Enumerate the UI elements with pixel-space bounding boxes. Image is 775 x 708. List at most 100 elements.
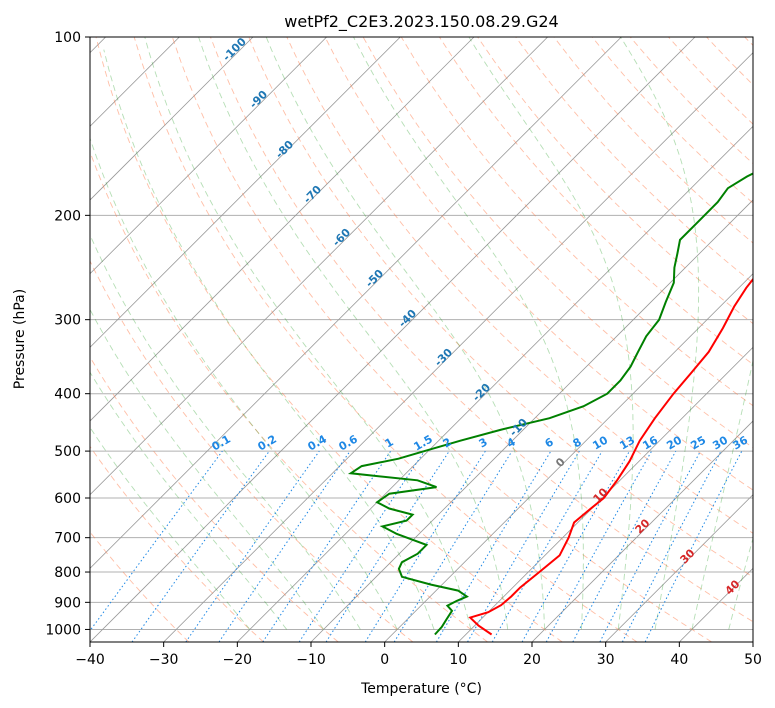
mixing-ratio-label: 8: [571, 435, 584, 450]
y-tick-label: 700: [54, 531, 81, 547]
background-lines: [90, 37, 753, 642]
moist-adiabat-label: 40: [723, 577, 743, 597]
isotherm-line: [90, 37, 401, 348]
dry-adiabat-label: -80: [273, 138, 296, 161]
dry-adiabat-line: [210, 37, 753, 623]
dry-adiabat-label: -20: [470, 381, 493, 404]
x-tick-label: 20: [523, 652, 541, 668]
dewpoint-profile: [347, 172, 753, 636]
dry-adiabat-line: [90, 445, 264, 642]
mixing-ratio-label: 0.2: [256, 432, 279, 453]
x-tick-label: −20: [223, 652, 253, 668]
mixing-ratio-line: [262, 450, 392, 642]
mixing-ratio-line: [644, 450, 743, 642]
mixing-ratio-line: [131, 450, 270, 642]
y-axis: 1000 900 800 700 600 500 400 300 200 100: [45, 30, 90, 638]
mixing-ratio-line: [298, 450, 425, 642]
mixing-ratio-line: [599, 450, 701, 642]
y-tick-label: 500: [54, 444, 81, 460]
isotherm-line: [752, 641, 753, 642]
moist-adiabat-line: [620, 37, 700, 630]
mixing-ratio-label: 0.6: [337, 432, 361, 453]
mixing-ratio-label: 20: [664, 433, 684, 452]
dry-adiabat-line: [90, 356, 339, 642]
x-tick-label: 40: [670, 652, 688, 668]
moist-adiabat-line: [103, 49, 435, 630]
moist-adiabat-line: [90, 371, 288, 630]
isotherm-line: [90, 37, 696, 642]
mixing-ratio-line: [90, 450, 223, 632]
moist-adiabat-line: [468, 37, 634, 630]
moist-adiabat-line: [90, 136, 398, 630]
mixing-ratio-label: 3: [477, 435, 490, 450]
dry-adiabat-line: [90, 531, 190, 642]
moist-adiabat-line: [90, 426, 251, 630]
x-tick-label: 30: [597, 652, 615, 668]
y-tick-label: 200: [54, 208, 81, 224]
dry-adiabat-line: [248, 37, 753, 578]
mixing-ratio-line: [325, 450, 450, 642]
mixing-ratio-label: 25: [688, 434, 708, 453]
isotherm-line: [90, 37, 548, 496]
isotherm-line: [531, 420, 753, 642]
mixing-ratio-line: [218, 450, 351, 642]
dry-adiabat-line: [286, 37, 753, 534]
plot-frame: [89, 36, 754, 643]
x-axis-label: Temperature (°C): [360, 681, 482, 697]
mixing-ratio-line: [393, 450, 513, 642]
moist-adiabat-line: [90, 308, 324, 630]
dry-adiabat-label: -40: [396, 307, 419, 330]
isotherm-line: [237, 125, 753, 642]
dry-adiabat-line: [95, 37, 563, 642]
x-axis: −40 −30 −20 −10 0 10 20 30 40 50: [75, 642, 762, 668]
temperature-profile: [468, 277, 753, 636]
moist-adiabat-line: [728, 536, 753, 630]
dry-adiabat-label: -60: [330, 226, 353, 249]
moist-adiabat-line: [353, 37, 584, 630]
y-tick-label: 400: [54, 387, 81, 403]
dry-adiabat-label: -50: [363, 267, 386, 290]
isotherm-line: [90, 37, 254, 201]
moist-adiabat-line: [90, 234, 361, 630]
mixing-ratio-line: [521, 450, 630, 642]
moist-adiabat-label: 0: [553, 455, 568, 470]
x-tick-label: 10: [449, 652, 467, 668]
dry-adiabat-line: [324, 37, 753, 491]
isotherm-line: [679, 567, 753, 642]
x-tick-label: −30: [149, 652, 179, 668]
isotherm-line: [90, 37, 327, 275]
y-tick-label: 600: [54, 491, 81, 507]
moist-adiabat-line: [198, 37, 509, 630]
x-tick-label: −40: [75, 652, 105, 668]
moist-adiabat-label: 30: [678, 546, 698, 566]
isotherm-line: [458, 346, 753, 642]
isotherm-line: [90, 37, 475, 422]
isotherm-line: [90, 37, 622, 569]
y-tick-label: 900: [54, 595, 81, 611]
x-tick-label: −10: [296, 652, 326, 668]
moist-adiabat-label: 10: [591, 485, 611, 505]
mixing-ratio-label: 13: [617, 434, 637, 453]
dry-adiabat-line: [90, 150, 488, 642]
x-tick-label: 50: [744, 652, 762, 668]
dry-adiabat-label: -100: [220, 35, 249, 64]
y-axis-label: Pressure (hPa): [12, 289, 28, 389]
mixing-ratio-line: [435, 450, 552, 642]
isotherm-line: [384, 273, 753, 642]
moist-adiabat-line: [691, 358, 753, 630]
y-tick-label: 1000: [45, 622, 81, 638]
profiles: [347, 172, 753, 636]
moist-adiabat-label: 20: [633, 516, 653, 536]
isotherm-line: [605, 494, 753, 642]
dry-adiabat-label: -90: [247, 88, 270, 111]
y-tick-label: 100: [54, 30, 81, 46]
x-tick-label: 0: [380, 652, 389, 668]
moist-adiabat-line: [265, 37, 546, 630]
isotherm-line: [310, 199, 753, 642]
mixing-ratio-label: 30: [710, 433, 730, 452]
y-tick-label: 800: [54, 565, 81, 581]
mixing-ratio-line: [572, 450, 677, 642]
isotherm-line: [163, 52, 753, 642]
chart-title: wetPf2_C2E3.2023.150.08.29.G24: [284, 12, 558, 32]
